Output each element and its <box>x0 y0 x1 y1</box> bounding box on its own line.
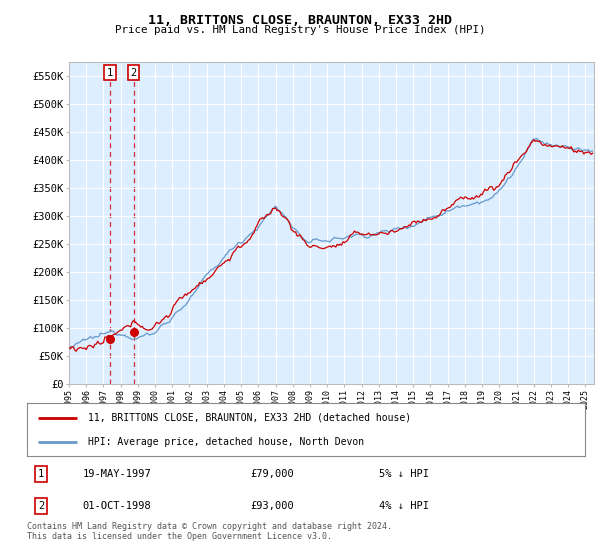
Text: £93,000: £93,000 <box>250 501 294 511</box>
Text: 1: 1 <box>38 469 44 479</box>
Text: 19-MAY-1997: 19-MAY-1997 <box>83 469 152 479</box>
Text: 2: 2 <box>130 68 137 78</box>
Text: 5% ↓ HPI: 5% ↓ HPI <box>379 469 428 479</box>
Text: 1: 1 <box>107 68 113 78</box>
Text: Contains HM Land Registry data © Crown copyright and database right 2024.
This d: Contains HM Land Registry data © Crown c… <box>27 522 392 542</box>
Text: 11, BRITTONS CLOSE, BRAUNTON, EX33 2HD: 11, BRITTONS CLOSE, BRAUNTON, EX33 2HD <box>148 14 452 27</box>
Text: 4% ↓ HPI: 4% ↓ HPI <box>379 501 428 511</box>
Text: 01-OCT-1998: 01-OCT-1998 <box>83 501 152 511</box>
Text: 2: 2 <box>38 501 44 511</box>
Text: Price paid vs. HM Land Registry's House Price Index (HPI): Price paid vs. HM Land Registry's House … <box>115 25 485 35</box>
Text: £79,000: £79,000 <box>250 469 294 479</box>
Text: HPI: Average price, detached house, North Devon: HPI: Average price, detached house, Nort… <box>88 437 365 447</box>
Text: 11, BRITTONS CLOSE, BRAUNTON, EX33 2HD (detached house): 11, BRITTONS CLOSE, BRAUNTON, EX33 2HD (… <box>88 413 412 423</box>
